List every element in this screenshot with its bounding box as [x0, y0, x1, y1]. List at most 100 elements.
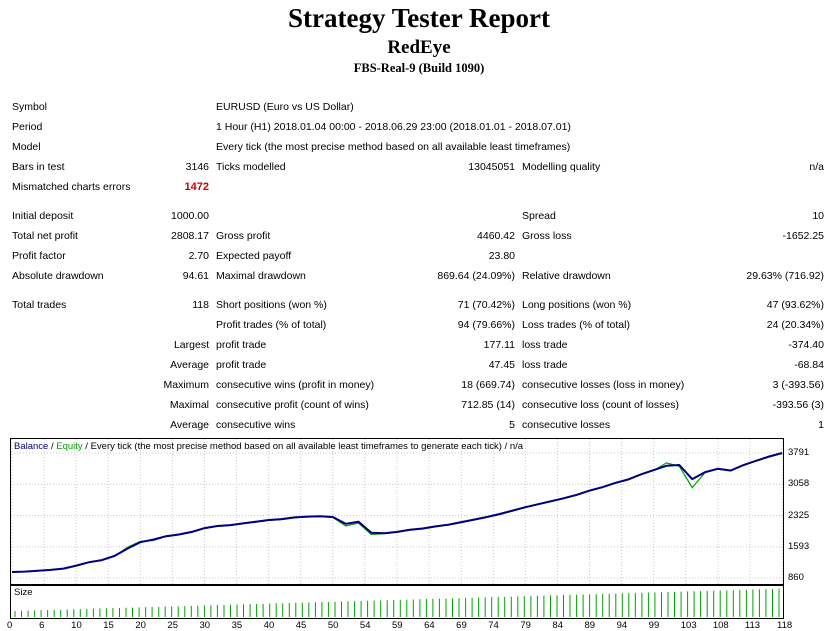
- ticks-label: Ticks modelled: [216, 161, 286, 173]
- x-tick-label: 64: [424, 620, 435, 631]
- gross-profit-label: Gross profit: [216, 230, 271, 242]
- largest-profit-value: 177.11: [483, 339, 515, 351]
- expert-advisor-name: RedEye: [387, 37, 451, 58]
- ticks-value: 13045051: [468, 161, 515, 173]
- legend-equity: Equity: [56, 441, 83, 452]
- legend-separator: /: [48, 441, 57, 452]
- y-tick-label: 860: [788, 572, 804, 583]
- x-tick-label: 99: [648, 620, 660, 631]
- x-tick-label: 59: [392, 620, 403, 631]
- period-value: 1 Hour (H1) 2018.01.04 00:00 - 2018.06.2…: [216, 121, 571, 133]
- bars-value: 3146: [185, 161, 209, 173]
- long-label: Long positions (won %): [522, 299, 632, 311]
- x-tick-label: 113: [744, 620, 761, 631]
- profit-trades-value: 94 (79.66%): [457, 319, 515, 331]
- x-tick-label: 69: [456, 620, 467, 631]
- legend-balance: Balance: [14, 441, 49, 452]
- x-tick-label: 79: [520, 620, 531, 631]
- x-tick-label: 25: [167, 620, 178, 631]
- short-value: 71 (70.42%): [457, 299, 515, 311]
- loss-trades-value: 24 (20.34%): [766, 319, 824, 331]
- max-dd-value: 869.64 (24.09%): [437, 270, 515, 282]
- x-tick-label: 103: [680, 620, 697, 631]
- x-tick-label: 40: [263, 620, 275, 631]
- report-table: Symbol EURUSD (Euro vs US Dollar) Period…: [12, 101, 824, 431]
- long-value: 47 (93.62%): [766, 299, 824, 311]
- avg-cons-wins-label: consecutive wins: [216, 419, 296, 431]
- loss-trades-label: Loss trades (% of total): [522, 319, 630, 331]
- avg-cons-wins-value: 5: [509, 419, 515, 431]
- x-tick-label: 35: [231, 620, 243, 631]
- spread-value: 10: [812, 210, 824, 222]
- deposit-label: Initial deposit: [12, 210, 74, 222]
- gross-profit-value: 4460.42: [477, 230, 515, 242]
- cons-profit-count-label: consecutive profit (count of wins): [216, 399, 369, 411]
- largest-profit-label: profit trade: [216, 339, 267, 351]
- chart-plot: [11, 439, 783, 584]
- avg-loss-label: loss trade: [522, 359, 568, 371]
- legend-description: / Every tick (the most precise method ba…: [82, 441, 524, 452]
- avg-loss-value: -68.84: [794, 359, 824, 371]
- spread-label: Spread: [522, 210, 556, 222]
- size-bars: [14, 588, 780, 617]
- short-label: Short positions (won %): [216, 299, 327, 311]
- largest-loss-value: -374.40: [788, 339, 824, 351]
- quality-label: Modelling quality: [522, 161, 601, 173]
- avg-cons-losses-label: consecutive losses: [522, 419, 611, 431]
- avg-profit-label: profit trade: [216, 359, 267, 371]
- x-tick-label: 118: [777, 620, 793, 631]
- rel-dd-value: 29.63% (716.92): [746, 270, 824, 282]
- x-tick-label: 74: [488, 620, 499, 631]
- mismatch-label: Mismatched charts errors: [12, 181, 131, 193]
- gross-loss-value: -1652.25: [782, 230, 824, 242]
- symbol-value: EURUSD (Euro vs US Dollar): [216, 101, 354, 113]
- x-tick-label: 50: [327, 620, 339, 631]
- series-line-balance: [11, 452, 783, 573]
- x-tick-label: 6: [39, 620, 45, 631]
- cons-loss-count-value: -393.56 (3): [772, 399, 824, 411]
- maximum-label: Maximum: [163, 379, 209, 391]
- x-tick-label: 10: [71, 620, 82, 631]
- y-tick-label: 3058: [788, 478, 810, 490]
- symbol-label: Symbol: [12, 101, 48, 113]
- y-tick-label: 2325: [788, 509, 810, 521]
- average-cons-label: Average: [170, 419, 209, 431]
- exp-payoff-value: 23.80: [488, 250, 515, 262]
- net-profit-value: 2808.17: [171, 230, 209, 242]
- x-tick-label: 84: [552, 620, 563, 631]
- avg-cons-losses-value: 1: [818, 419, 824, 431]
- profit-trades-label: Profit trades (% of total): [216, 319, 327, 331]
- cons-losses-money-label: consecutive losses (loss in money): [522, 379, 685, 391]
- period-label: Period: [12, 121, 43, 133]
- pf-value: 2.70: [188, 250, 209, 262]
- x-tick-label: 0: [7, 620, 13, 631]
- size-label: Size: [14, 587, 33, 598]
- cons-wins-money-value: 18 (669.74): [461, 379, 515, 391]
- max-dd-label: Maximal drawdown: [216, 270, 306, 282]
- balance-equity-chart: Balance / Equity / Every tick (the most …: [10, 438, 784, 585]
- model-label: Model: [12, 141, 41, 153]
- quality-value: n/a: [809, 161, 824, 173]
- rel-dd-label: Relative drawdown: [522, 270, 611, 282]
- average-label: Average: [170, 359, 209, 371]
- maximal-label: Maximal: [169, 399, 209, 411]
- x-tick-label: 45: [295, 620, 307, 631]
- abs-dd-label: Absolute drawdown: [12, 270, 104, 282]
- series-line-equity: [11, 452, 783, 573]
- cons-profit-count-value: 712.85 (14): [461, 399, 515, 411]
- size-panel: Size: [10, 585, 784, 619]
- x-tick-label: 20: [135, 620, 146, 631]
- net-profit-label: Total net profit: [12, 230, 78, 242]
- cons-loss-count-label: consecutive loss (count of losses): [522, 399, 679, 411]
- total-trades-label: Total trades: [12, 299, 67, 311]
- server-build: FBS-Real-9 (Build 1090): [353, 61, 485, 75]
- y-tick-label: 3791: [788, 447, 810, 458]
- gross-loss-label: Gross loss: [522, 230, 572, 242]
- x-tick-label: 89: [584, 620, 596, 631]
- x-tick-label: 108: [712, 620, 729, 631]
- report-title: Strategy Tester Report: [288, 3, 550, 33]
- chart-legend: Balance / Equity / Every tick (the most …: [14, 441, 523, 452]
- deposit-value: 1000.00: [171, 210, 209, 222]
- mismatch-value: 1472: [184, 181, 209, 193]
- abs-dd-value: 94.61: [182, 270, 209, 282]
